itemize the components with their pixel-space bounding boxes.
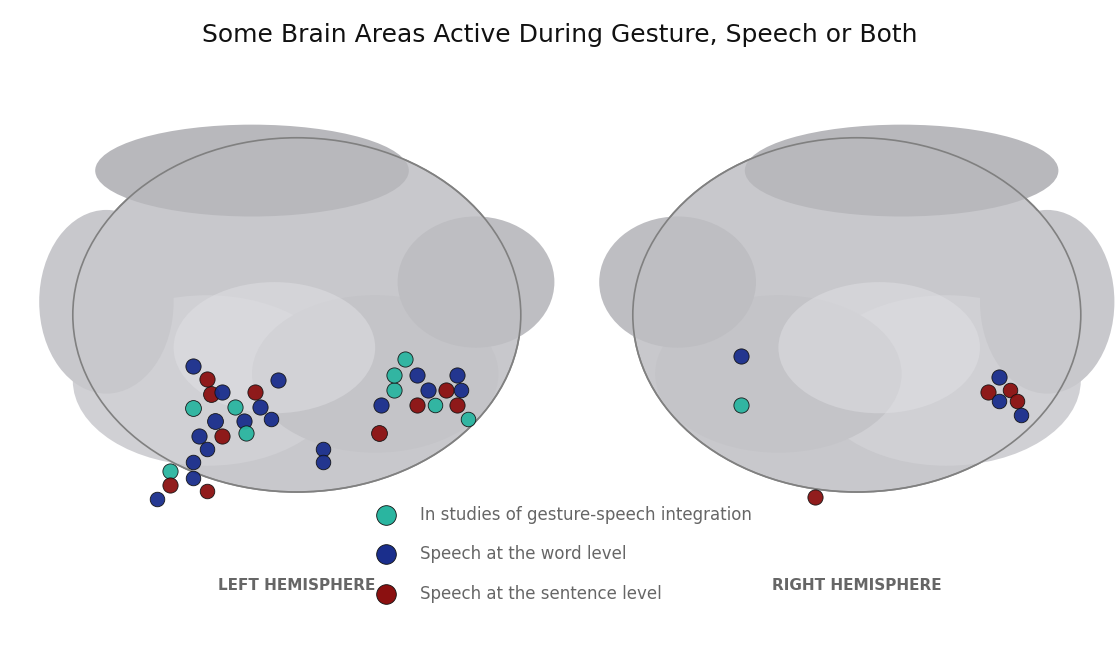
Point (990, 372, 1008, 382)
Ellipse shape (778, 282, 980, 413)
Point (198, 374, 216, 384)
Point (377, 588, 395, 599)
Point (198, 444, 216, 455)
Ellipse shape (980, 210, 1114, 394)
Point (184, 361, 202, 371)
Ellipse shape (812, 295, 1081, 466)
Ellipse shape (174, 282, 375, 413)
Point (408, 370, 426, 380)
Point (226, 401, 244, 412)
Ellipse shape (252, 295, 498, 453)
Point (206, 416, 224, 426)
Point (370, 428, 388, 438)
Point (385, 370, 403, 380)
Point (377, 510, 395, 520)
Ellipse shape (95, 125, 409, 216)
Point (161, 466, 179, 476)
Point (732, 350, 750, 361)
Point (213, 387, 231, 398)
Point (184, 472, 202, 483)
Ellipse shape (745, 125, 1058, 216)
Point (1001, 385, 1019, 396)
Point (408, 400, 426, 411)
Point (161, 480, 179, 491)
Text: In studies of gesture-speech integration: In studies of gesture-speech integration (420, 506, 752, 524)
Point (372, 400, 390, 411)
Point (202, 388, 220, 399)
Ellipse shape (73, 295, 342, 466)
Text: LEFT HEMISPHERE: LEFT HEMISPHERE (218, 578, 375, 592)
Point (314, 457, 332, 468)
Point (213, 431, 231, 441)
Point (148, 493, 166, 504)
Point (448, 370, 466, 380)
Point (448, 400, 466, 411)
Point (396, 354, 414, 365)
Point (979, 387, 997, 398)
Point (314, 444, 332, 455)
Ellipse shape (73, 138, 521, 492)
Point (190, 431, 208, 441)
Point (1012, 409, 1030, 420)
Point (990, 396, 1008, 407)
Ellipse shape (39, 210, 174, 394)
Ellipse shape (599, 216, 756, 348)
Point (732, 400, 750, 411)
Text: Some Brain Areas Active During Gesture, Speech or Both: Some Brain Areas Active During Gesture, … (203, 23, 917, 47)
Point (184, 457, 202, 468)
Point (198, 485, 216, 496)
Ellipse shape (655, 295, 902, 453)
Point (377, 549, 395, 560)
Point (235, 416, 253, 426)
Point (385, 385, 403, 396)
Point (426, 400, 444, 411)
Text: RIGHT HEMISPHERE: RIGHT HEMISPHERE (772, 578, 942, 592)
Point (246, 387, 264, 398)
Point (806, 492, 824, 502)
Point (237, 428, 255, 438)
Point (269, 375, 287, 386)
Text: Speech at the word level: Speech at the word level (420, 545, 626, 564)
Ellipse shape (398, 216, 554, 348)
Point (184, 403, 202, 413)
Point (419, 385, 437, 396)
Point (1008, 396, 1026, 407)
Point (452, 385, 470, 396)
Point (437, 385, 455, 396)
Text: Speech at the sentence level: Speech at the sentence level (420, 584, 662, 603)
Point (459, 413, 477, 424)
Point (262, 413, 280, 424)
Point (251, 401, 269, 412)
Ellipse shape (633, 138, 1081, 492)
